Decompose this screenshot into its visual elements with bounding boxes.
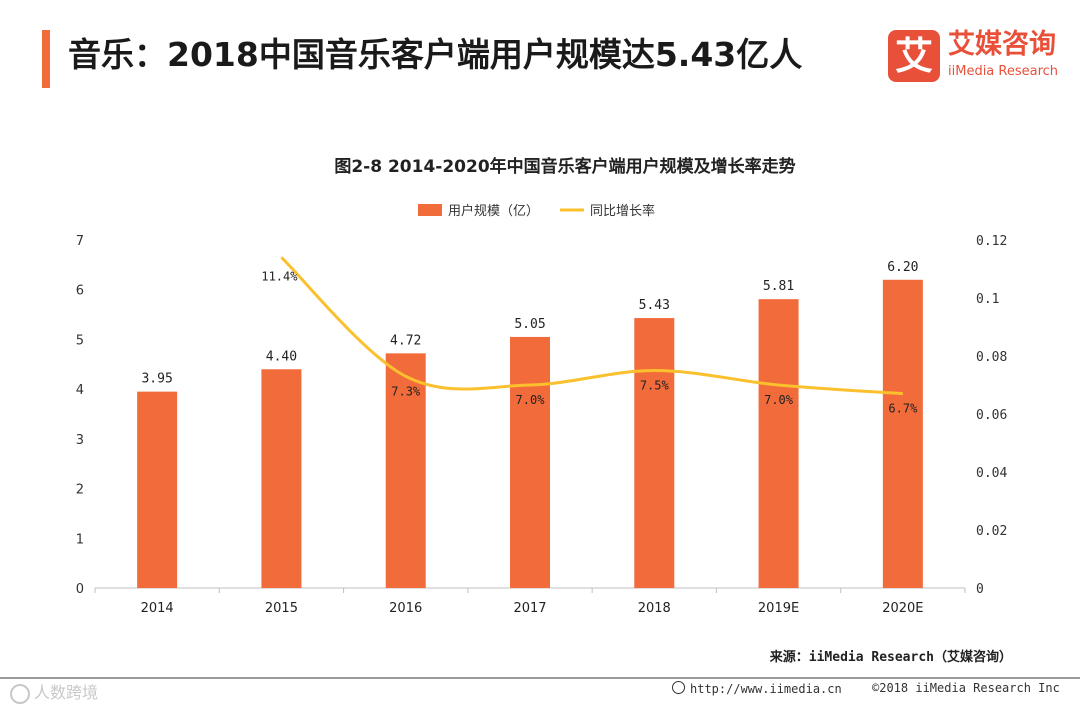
- y-left-tick-label: 5: [76, 333, 84, 348]
- x-tick-label: 2015: [265, 601, 298, 616]
- logo-name-cn: 艾媒咨询: [948, 29, 1056, 60]
- footer-copyright: ©2018 iiMedia Research Inc: [872, 681, 1060, 695]
- bar: [758, 299, 799, 588]
- y-right-tick-label: 0.04: [976, 466, 1007, 481]
- bar-value-label: 5.05: [514, 317, 545, 332]
- globe-icon: [672, 681, 685, 694]
- logo-name-en: iiMedia Research: [948, 64, 1059, 79]
- brand-logo: 艾 艾媒咨询 iiMedia Research: [888, 30, 1068, 82]
- line-value-label: 11.4%: [261, 269, 298, 283]
- bar: [385, 353, 426, 588]
- line-value-label: 7.0%: [764, 393, 794, 407]
- x-tick-label: 2018: [638, 601, 671, 616]
- y-left-tick-label: 7: [76, 234, 84, 249]
- y-left-tick-label: 3: [76, 433, 84, 448]
- y-right-tick-label: 0.06: [976, 408, 1007, 423]
- footer-url-text: http://www.iimedia.cn: [690, 682, 842, 696]
- bar-value-label: 3.95: [141, 372, 172, 387]
- bar-value-label: 4.72: [390, 333, 421, 348]
- x-tick-label: 2017: [513, 601, 546, 616]
- y-left-tick-label: 4: [76, 383, 84, 398]
- y-right-tick-label: 0.02: [976, 524, 1007, 539]
- page-title: 音乐：2018中国音乐客户端用户规模达5.43亿人: [68, 35, 803, 74]
- bar: [510, 336, 550, 588]
- y-right-tick-label: 0.08: [976, 350, 1007, 365]
- line-value-label: 7.5%: [640, 379, 670, 393]
- footer-divider: [0, 677, 1080, 679]
- combo-chart: 用户规模（亿） 同比增长率 0 1 2 3 4 5 6 7 0 0.02 0.04 0.06 0.08 0.1…: [76, 203, 1008, 616]
- bar-value-label: 6.20: [887, 260, 918, 275]
- y-left-tick-label: 0: [76, 582, 84, 597]
- bar: [634, 318, 675, 588]
- watermark-text: 人数跨境: [34, 683, 99, 702]
- y-right-tick-label: 0.1: [976, 292, 999, 307]
- bar: [261, 369, 302, 588]
- y-right-tick-label: 0: [976, 582, 984, 597]
- line-value-label: 7.3%: [391, 384, 421, 398]
- bar-value-label: 4.40: [266, 349, 297, 364]
- x-tick-label: 2019E: [758, 601, 799, 616]
- x-tick-label: 2016: [389, 601, 422, 616]
- y-left-tick-label: 1: [76, 532, 84, 547]
- legend-label-bar: 用户规模（亿）: [448, 203, 539, 219]
- legend-swatch-bar: [418, 204, 442, 216]
- legend-label-line: 同比增长率: [590, 203, 655, 219]
- x-tick-label: 2014: [141, 601, 174, 616]
- x-tick-label: 2020E: [882, 601, 923, 616]
- footer-url[interactable]: http://www.iimedia.cn: [672, 681, 842, 696]
- chart-title: 图2-8 2014-2020年中国音乐客户端用户规模及增长率走势: [334, 157, 796, 177]
- bar: [137, 391, 178, 588]
- watermark-icon: [10, 683, 30, 704]
- y-left-tick-label: 2: [76, 483, 84, 498]
- y-left-tick-label: 6: [76, 284, 84, 299]
- footer: 人数跨境 http://www.iimedia.cn ©2018 iiMedia…: [0, 679, 1080, 704]
- title-accent-bar: [42, 30, 50, 88]
- growth-rate-line: [280, 256, 903, 396]
- y-right-tick-label: 0.12: [976, 234, 1007, 249]
- line-value-label: 6.7%: [888, 402, 918, 416]
- bar-value-label: 5.81: [763, 279, 794, 294]
- bar: [882, 279, 923, 588]
- bar-value-label: 5.43: [639, 298, 670, 313]
- source-note: 来源：iiMedia Research（艾媒咨询）: [769, 650, 1012, 665]
- line-value-label: 7.0%: [516, 393, 546, 407]
- logo-mark-icon: 艾: [888, 30, 940, 82]
- watermark: 人数跨境: [10, 679, 98, 704]
